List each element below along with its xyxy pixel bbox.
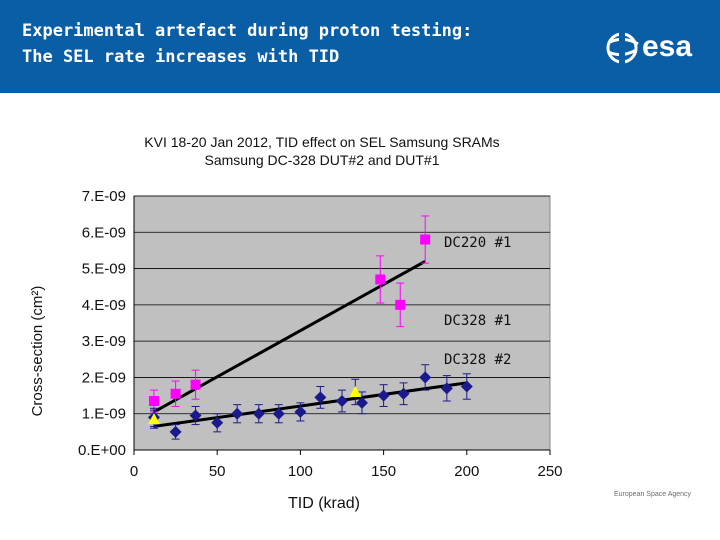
data-point [397, 387, 410, 400]
data-point [170, 388, 181, 399]
agency-footer: European Space Agency [614, 491, 692, 498]
annotation-dc328-2: DC328 #2 [444, 352, 512, 368]
data-point [395, 299, 406, 310]
data-point [231, 407, 244, 420]
data-point [419, 371, 432, 384]
x-tick-label: 200 [454, 463, 479, 480]
y-axis-label: Cross-section (cm²) [29, 286, 46, 417]
x-tick-label: 50 [209, 463, 226, 480]
x-axis-label: TID (krad) [288, 495, 360, 512]
data-point [349, 385, 362, 397]
data-point [355, 396, 368, 409]
y-tick-label: 0.E+00 [78, 442, 126, 459]
data-point [147, 413, 160, 425]
slide-title-line1: Experimental artefact during proton test… [22, 21, 473, 41]
x-tick-label: 250 [537, 463, 562, 480]
data-point [190, 379, 201, 390]
annotation-dc220-1: DC220 #1 [444, 235, 512, 251]
data-point [440, 382, 453, 395]
data-point [294, 405, 307, 418]
esa-logo-icon [606, 32, 639, 64]
esa-logo-text: esa [642, 30, 693, 63]
chart-title: KVI 18-20 Jan 2012, TID effect on SEL Sa… [144, 134, 499, 150]
y-tick-label: 6.E-09 [82, 224, 126, 241]
data-point [169, 425, 182, 438]
data-point [375, 274, 386, 285]
y-tick-label: 3.E-09 [82, 333, 126, 350]
data-point [211, 416, 224, 429]
y-tick-label: 7.E-09 [82, 188, 126, 205]
chart: KVI 18-20 Jan 2012, TID effect on SEL Sa… [29, 134, 563, 512]
y-tick-label: 5.E-09 [82, 261, 126, 278]
trend-line [153, 381, 468, 428]
title-banner: Experimental artefact during proton test… [0, 0, 720, 93]
data-point [460, 380, 473, 393]
slide-title: Experimental artefact during proton test… [22, 18, 472, 70]
y-tick-label: 2.E-09 [82, 369, 126, 386]
data-point [272, 407, 285, 420]
data-point [189, 409, 202, 422]
data-point [336, 395, 348, 408]
data-point [252, 407, 265, 420]
annotation-dc328-1: DC328 #1 [444, 313, 512, 329]
data-point [148, 396, 159, 407]
y-tick-label: 4.E-09 [82, 297, 126, 314]
chart-subtitle: Samsung DC-328 DUT#2 and DUT#1 [205, 152, 440, 168]
x-tick-label: 100 [288, 463, 313, 480]
data-point [314, 391, 327, 404]
y-tick-label: 1.E-09 [82, 406, 126, 423]
x-tick-label: 0 [130, 463, 138, 480]
slide-title-line2: The SEL rate increases with TID [22, 47, 340, 67]
data-point [377, 389, 390, 402]
data-point [420, 234, 431, 245]
esa-logo: esa [604, 28, 704, 68]
x-tick-label: 150 [371, 463, 396, 480]
